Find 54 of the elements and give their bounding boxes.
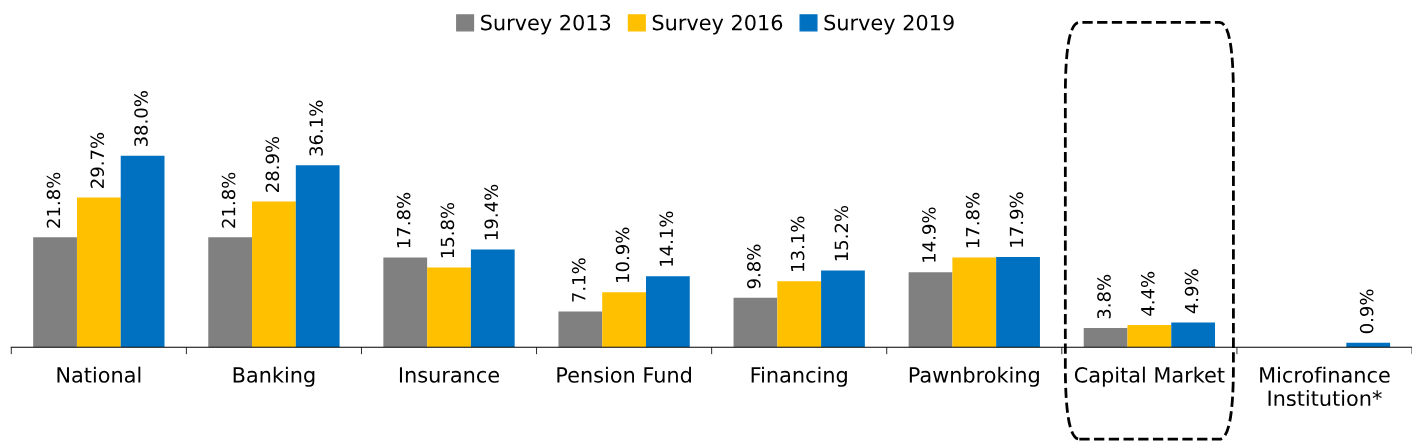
- bar: [996, 257, 1040, 348]
- bar: [76, 197, 121, 348]
- data-label: 28.9%: [265, 136, 280, 192]
- data-label: 9.8%: [747, 244, 761, 289]
- bar: [252, 201, 296, 348]
- bar: [558, 311, 603, 348]
- data-label: 17.9%: [1009, 192, 1024, 247]
- data-label: 13.1%: [790, 216, 805, 271]
- x-tick-label: Banking: [233, 366, 315, 387]
- data-label: 17.8%: [396, 192, 411, 248]
- bar: [908, 272, 953, 348]
- data-label: 7.1%: [571, 258, 586, 302]
- x-tick-label: National: [57, 366, 141, 383]
- data-label: 14.9%: [922, 207, 936, 262]
- bar: [295, 165, 340, 348]
- bar: [821, 270, 865, 348]
- bar: [1127, 325, 1172, 348]
- data-label: 38.0%: [134, 91, 148, 147]
- bar: [208, 237, 253, 348]
- data-label: 3.8%: [1097, 274, 1111, 319]
- bar: [602, 292, 646, 348]
- x-tick-label: Capital Market: [1074, 366, 1225, 387]
- data-label: 36.1%: [309, 100, 323, 156]
- x-tick-label: Insurance: [399, 367, 500, 383]
- data-label: 29.7%: [90, 132, 105, 188]
- x-tick-label: Pawnbroking: [909, 366, 1039, 387]
- bar: [733, 297, 778, 348]
- data-label: 14.1%: [659, 211, 674, 266]
- bar: [120, 155, 165, 348]
- bar: [1171, 322, 1216, 348]
- data-label: 19.4%: [484, 184, 499, 240]
- data-label: 4.9%: [1184, 269, 1199, 314]
- data-label: 21.8%: [221, 172, 236, 228]
- bar: [383, 257, 428, 348]
- data-label: 15.2%: [834, 205, 849, 261]
- legend-label: Survey 2013: [481, 14, 611, 35]
- legend-label: Survey 2019: [824, 14, 954, 35]
- data-label: 15.8%: [440, 202, 455, 258]
- bar: [470, 249, 515, 348]
- bar: [952, 257, 997, 348]
- data-label: 0.9%: [1359, 289, 1374, 334]
- data-label: 10.9%: [615, 227, 630, 282]
- x-tick-label: Financing: [751, 366, 847, 387]
- bar: [1083, 328, 1128, 348]
- data-label: 4.4%: [1140, 271, 1155, 316]
- bar: [645, 276, 690, 348]
- bar: [33, 237, 77, 348]
- x-tick-label: Microfinance Institution*: [1260, 366, 1390, 407]
- data-label: 21.8%: [46, 172, 61, 228]
- bar: [777, 281, 822, 348]
- x-tick-label: Pension Fund: [557, 366, 691, 383]
- data-label: 17.8%: [965, 192, 980, 248]
- bar: [427, 267, 471, 348]
- legend-label: Survey 2016: [652, 14, 783, 35]
